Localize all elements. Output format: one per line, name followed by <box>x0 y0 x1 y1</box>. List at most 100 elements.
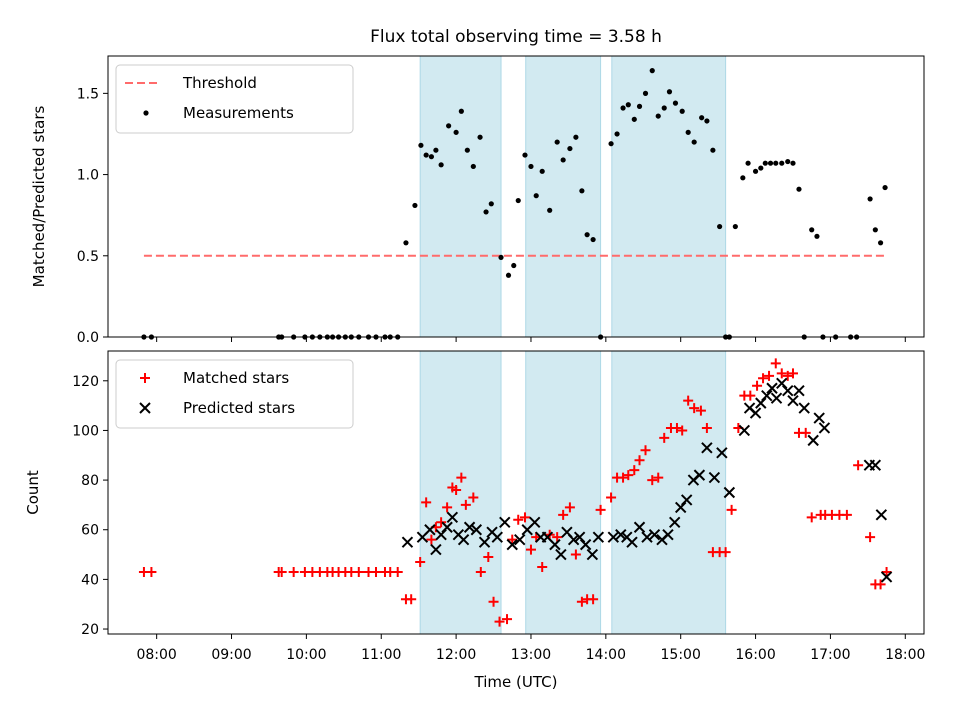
legend-entry-label: Measurements <box>183 104 294 122</box>
matched-star-point <box>618 472 629 483</box>
matched-star-point <box>475 566 486 577</box>
predicted-star-point <box>615 528 627 541</box>
matched-star-point <box>875 579 886 590</box>
y-tick-label: 0.5 <box>77 249 99 265</box>
matched-star-point <box>764 370 775 381</box>
measurement-point <box>477 134 483 140</box>
matched-star-point <box>415 557 426 568</box>
legend-predicted-swatch <box>139 402 151 414</box>
measurement-point <box>796 186 802 192</box>
measurement-point <box>614 131 620 137</box>
measurement-point <box>785 158 791 165</box>
y-tick-label: 40 <box>81 572 99 588</box>
bottom-panel: 20 40 60 80 100 120 08:00 09:00 10:00 11:00 12:00 1… <box>24 350 925 691</box>
matched-star-point <box>570 549 581 560</box>
measurement-point <box>428 154 435 160</box>
matched-star-point <box>460 499 471 510</box>
measurement-point <box>666 89 673 95</box>
predicted-star-point <box>766 382 778 394</box>
measurement-point <box>672 100 679 106</box>
matched-star-point <box>483 552 494 563</box>
predicted-star-point <box>875 509 888 521</box>
observing-band <box>419 55 502 338</box>
measurement-point <box>814 233 820 239</box>
matched-star-point <box>634 455 645 466</box>
observing-band <box>611 350 727 635</box>
matched-star-point <box>502 614 513 625</box>
matched-star-point <box>782 370 793 381</box>
measurement-point <box>710 147 716 153</box>
matched-star-point <box>392 566 403 577</box>
top-panel: 0.0 0.5 1.0 1.5 Matched/Predicted stars Thres… <box>30 55 925 346</box>
measurement-point <box>511 262 517 269</box>
legend-matched-swatch <box>140 373 150 383</box>
axes-frame <box>107 350 925 635</box>
matched-star-point <box>442 502 453 513</box>
predicted-star-point <box>607 531 620 543</box>
measurement-point <box>488 201 494 207</box>
measurement-point <box>699 115 705 121</box>
measurement-point <box>758 165 764 171</box>
measurement-point <box>539 168 545 174</box>
x-axis-label: Time (UTC) <box>474 673 558 691</box>
x-tick-label: 14:00 <box>586 647 626 663</box>
matched-star-point <box>640 445 651 456</box>
legend-entry-label: Predicted stars <box>183 399 295 417</box>
measurement-point <box>458 108 464 114</box>
predicted-star-point <box>470 524 483 536</box>
matched-star-point <box>671 422 682 433</box>
measurement-point <box>533 193 539 199</box>
matched-star-point <box>841 509 852 520</box>
predicted-star-point <box>586 548 599 561</box>
matched-star-point <box>421 497 432 508</box>
matched-star-point <box>564 502 575 513</box>
predicted-star-point <box>723 486 736 499</box>
predicted-star-point <box>549 538 561 551</box>
legend-box <box>115 359 354 429</box>
x-tick-label: 08:00 <box>136 647 176 663</box>
predicted-star-point <box>701 442 713 454</box>
measurement-point <box>403 240 409 246</box>
matched-star-point <box>752 380 763 391</box>
matched-star-point <box>677 425 688 436</box>
measurement-point <box>773 160 779 166</box>
measurement-point <box>809 227 815 233</box>
matched-star-point <box>800 427 811 438</box>
matched-star-point <box>507 534 518 545</box>
y-tick-label: 20 <box>81 622 99 638</box>
measurement-point <box>412 202 418 209</box>
measurement-point <box>779 160 785 166</box>
x-tick-label: 16:00 <box>735 647 775 663</box>
matched-star-point <box>276 566 287 577</box>
predicted-star-point <box>787 394 799 407</box>
predicted-star-point <box>641 531 653 543</box>
legend-entry-label: Threshold <box>182 74 257 92</box>
measurement-point <box>767 160 774 166</box>
legend-measurement-swatch <box>143 110 149 116</box>
predicted-star-point <box>491 531 503 543</box>
matched-star-point <box>758 373 769 384</box>
predicted-star-point <box>813 412 825 424</box>
matched-star-point <box>806 512 817 523</box>
legend: Threshold Measurements <box>115 64 354 134</box>
y-axis-label: Count <box>24 470 42 515</box>
measurement-point <box>438 162 444 168</box>
predicted-star-point <box>401 536 414 548</box>
matched-star-point <box>720 547 731 558</box>
predicted-star-point <box>626 536 638 548</box>
y-tick-label: 0.0 <box>77 330 99 346</box>
measurement-point <box>655 113 661 119</box>
predicted-star-point <box>693 469 706 481</box>
predicted-star-point <box>579 538 592 551</box>
predicted-star-point <box>573 531 586 543</box>
predicted-star-point <box>782 385 794 397</box>
matched-star-point <box>595 504 606 515</box>
measurement-point <box>877 240 884 246</box>
measurement-point <box>498 254 504 261</box>
predicted-star-point <box>798 402 810 414</box>
x-tick-label: 13:00 <box>511 647 551 663</box>
y-tick-label: 120 <box>72 374 99 390</box>
matched-star-point <box>406 594 417 605</box>
measurement-point <box>453 129 459 135</box>
